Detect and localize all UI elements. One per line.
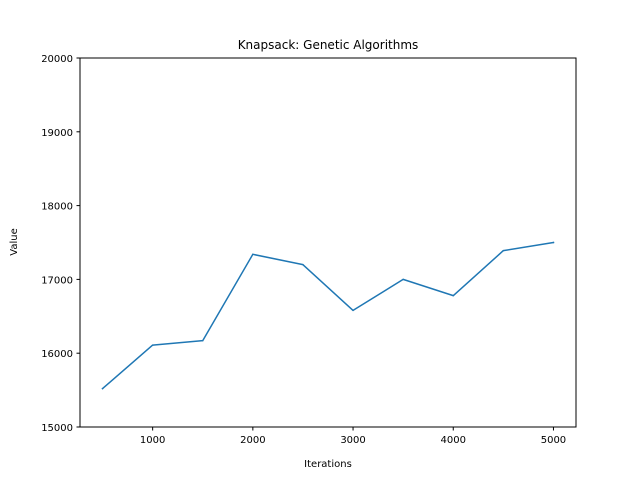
x-axis-label: Iterations: [304, 459, 352, 470]
y-tick-label: 18000: [41, 202, 73, 213]
plot-frame: [79, 57, 577, 428]
data-point: [101, 387, 104, 390]
series-layer: [101, 241, 555, 390]
data-point: [252, 253, 254, 256]
x-tick-label: 1000: [140, 435, 165, 446]
x-tick-label: 5000: [541, 435, 566, 446]
y-tick-label: 20000: [41, 54, 73, 65]
data-point: [502, 249, 505, 252]
data-point: [402, 278, 404, 281]
y-tick-label: 17000: [41, 275, 73, 286]
data-point: [151, 344, 154, 346]
x-tick-label: 4000: [441, 435, 466, 446]
chart-title: Knapsack: Genetic Algorithms: [238, 38, 419, 52]
series-line-0: [101, 241, 555, 390]
data-point: [452, 294, 454, 297]
x-tick-label: 3000: [340, 435, 365, 446]
y-axis-label: Value: [9, 228, 20, 255]
y-tick-label: 19000: [41, 128, 73, 139]
y-tick-label: 16000: [41, 349, 73, 360]
y-tick-label: 15000: [41, 423, 73, 434]
x-tick-label: 2000: [240, 435, 265, 446]
data-point: [552, 241, 555, 244]
data-point: [352, 309, 354, 312]
data-point: [202, 339, 204, 342]
axis-ticks: 1000 2000 3000 4000 5000 15000 16000 17000 18000…: [41, 54, 566, 446]
data-point: [302, 263, 304, 266]
